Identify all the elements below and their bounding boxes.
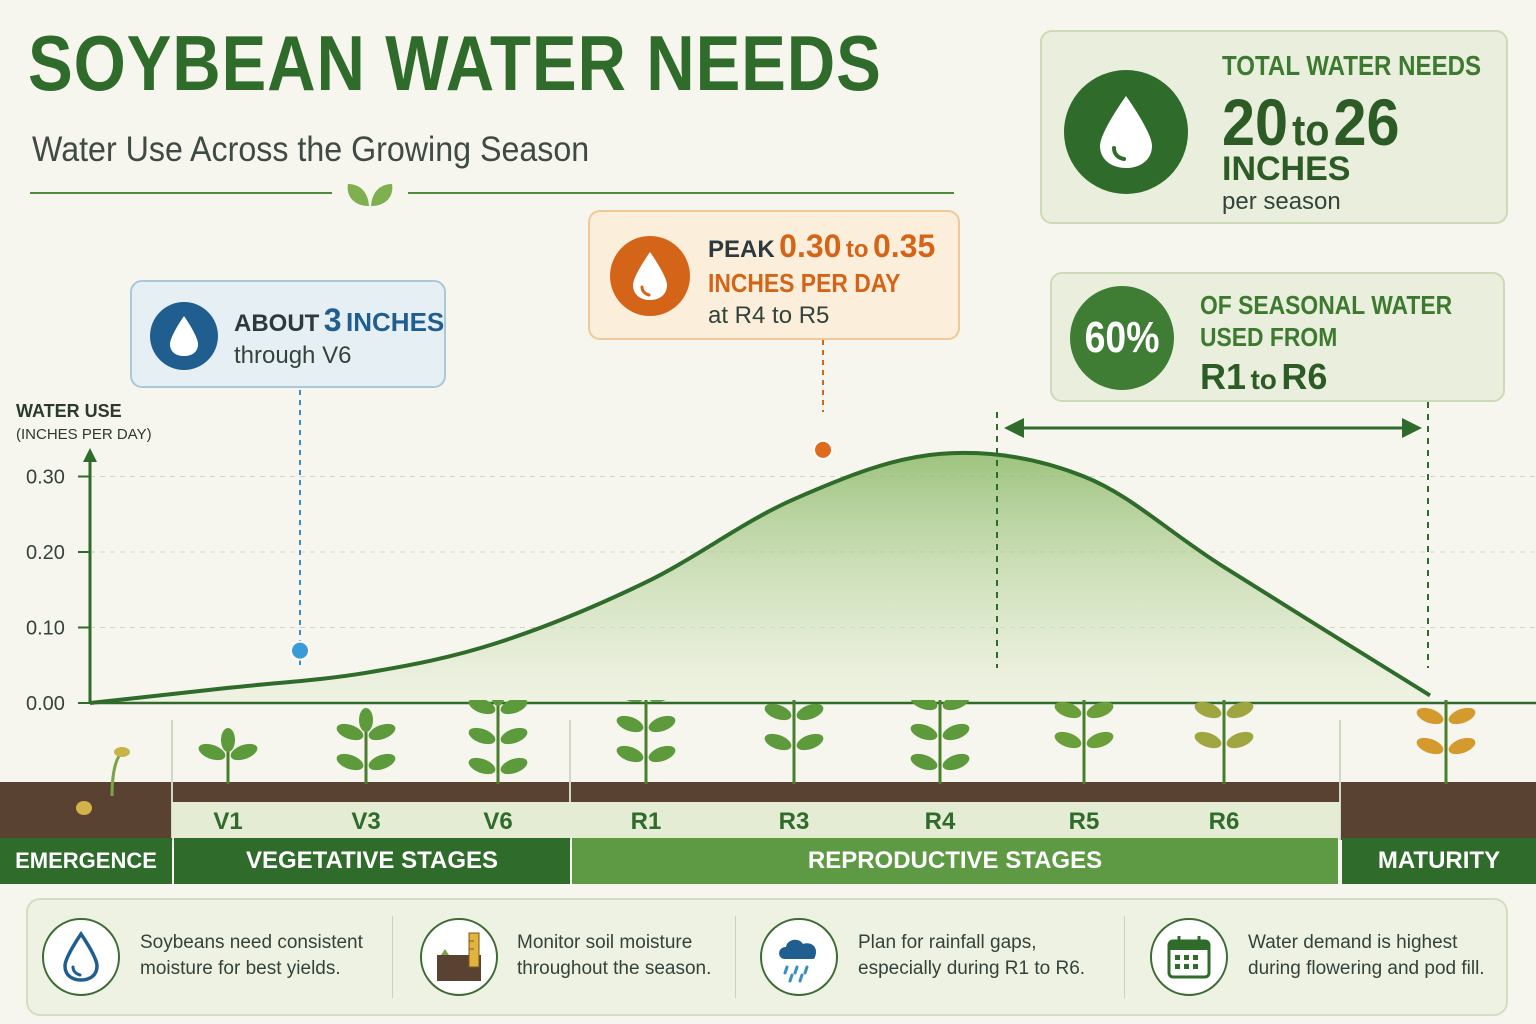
peak-high: 0.35 [872, 228, 936, 264]
peak-card: PEAK 0.30 to 0.35 INCHES PER DAY at R4 t… [588, 210, 960, 340]
percent-line1: OF SEASONAL WATER [1200, 290, 1453, 320]
tip-2: Monitor soil moisture throughout the seas… [517, 932, 712, 979]
peak-headline: PEAK 0.30 to 0.35 [708, 228, 935, 265]
peak-line3: at R4 to R5 [708, 302, 830, 329]
y-axis-arrow-icon [83, 448, 97, 462]
soybean-plant-icon [1054, 700, 1114, 784]
band-maturity: MATURITY [1342, 838, 1536, 884]
percent-badge: 60% [1070, 286, 1174, 390]
title-divider-right [408, 192, 954, 194]
about-headline: ABOUT 3 INCHES [234, 302, 444, 339]
stage-label-r4: R4 [924, 808, 956, 835]
stage-label-r6: R6 [1208, 808, 1240, 835]
water-drop-icon [610, 236, 690, 316]
band-reproductive: REPRODUCTIVE STAGES [572, 838, 1338, 884]
water-use-area [90, 452, 1430, 703]
percent-line2: USED FROM [1200, 322, 1338, 352]
y-axis-label: WATER USE [16, 401, 122, 421]
peak-marker [813, 439, 833, 460]
page-subtitle: Water Use Across the Growing Season [32, 130, 590, 169]
about-amount: 3 [323, 302, 342, 338]
tip-divider [392, 916, 393, 998]
soybean-plant-icon [198, 728, 258, 784]
tip-4: Water demand is highest during flowering … [1248, 932, 1485, 979]
seedling-emergence-icon [76, 747, 130, 815]
soybean-plant-icon [336, 708, 396, 784]
band-emergence: EMERGENCE [0, 838, 172, 884]
total-water-card: TOTAL WATER NEEDS 20 to 26 INCHES per se… [1040, 30, 1508, 224]
soybean-plant-icon [616, 700, 676, 784]
stage-label-v3: V3 [351, 808, 381, 835]
stage-label-r3: R3 [778, 808, 810, 835]
total-per: per season [1222, 188, 1341, 215]
soybean-plant-icon [1416, 700, 1476, 784]
soybean-plant-icon [764, 700, 824, 784]
total-range-high: 26 [1333, 85, 1400, 159]
percent-to-word: to [1250, 364, 1277, 395]
soybean-plant-icon [910, 700, 970, 784]
arrow-right-icon [1402, 418, 1422, 438]
stage-label-v6: V6 [483, 808, 513, 835]
water-drop-icon [150, 302, 218, 370]
y-tick-label: 0.10 [26, 618, 65, 640]
arrow-left-icon [1004, 418, 1024, 438]
about-line2: through V6 [234, 342, 352, 369]
stage-label-r1: R1 [630, 808, 662, 835]
stage-label-strip [172, 802, 1340, 838]
peak-low: 0.30 [779, 228, 842, 264]
stage-label-v1: V1 [213, 808, 243, 835]
water-use-chart: 0.30 0.20 0.10 0.00 WATER USE (INCHES PER D… [16, 340, 1536, 715]
percent-card: 60% OF SEASONAL WATER USED FROM R1 to R6 [1050, 272, 1505, 402]
peak-unit: INCHES PER DAY [708, 268, 901, 298]
total-range: 20 to 26 [1222, 84, 1400, 160]
tip-1: Soybeans need consistent moisture for bes… [140, 932, 363, 979]
peak-prefix: PEAK [708, 236, 775, 263]
y-tick-label: 0.20 [26, 542, 65, 564]
water-drop-icon [1064, 70, 1188, 194]
tip-divider [735, 916, 736, 998]
percent-value: 60% [1084, 313, 1160, 362]
water-drop-icon [42, 918, 120, 996]
tip-divider [1124, 916, 1125, 998]
y-tick-label: 0.00 [26, 693, 65, 715]
page-title: SOYBEAN WATER NEEDS [28, 19, 882, 107]
soil-moisture-gauge-icon [420, 918, 498, 996]
percent-range: R1 to R6 [1200, 356, 1327, 398]
soybean-plant-icon [1194, 700, 1254, 784]
v6-marker [290, 640, 310, 661]
water-use-curve [89, 450, 1432, 705]
stage-label-r5: R5 [1068, 808, 1100, 835]
calendar-icon [1150, 918, 1228, 996]
total-range-to: to [1292, 106, 1330, 155]
about-unit: INCHES [346, 307, 445, 337]
percent-from: R1 [1200, 356, 1247, 397]
title-divider-left [30, 192, 332, 194]
tip-3: Plan for rainfall gaps, especially during… [858, 932, 1086, 979]
total-range-low: 20 [1222, 85, 1289, 159]
soil-maturity [1340, 782, 1536, 840]
about-card: ABOUT 3 INCHES through V6 [130, 280, 446, 388]
percent-to: R6 [1281, 356, 1328, 397]
y-axis-unit: (INCHES PER DAY) [16, 426, 152, 443]
leaf-icon [347, 184, 393, 206]
soil-strip [172, 782, 1340, 802]
about-prefix: ABOUT [234, 310, 320, 337]
total-unit: INCHES [1222, 150, 1351, 188]
total-label: TOTAL WATER NEEDS [1222, 50, 1482, 81]
soybean-plant-icon [468, 700, 528, 784]
peak-to: to [845, 236, 869, 263]
rain-cloud-icon [760, 918, 838, 996]
band-vegetative: VEGETATIVE STAGES [174, 838, 570, 884]
y-tick-label: 0.30 [26, 467, 65, 489]
